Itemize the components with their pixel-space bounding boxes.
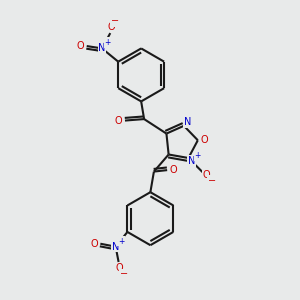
Text: −: − — [120, 269, 128, 279]
Text: −: − — [208, 176, 216, 186]
Text: +: + — [104, 38, 110, 47]
Text: O: O — [90, 239, 98, 249]
Text: N: N — [112, 242, 119, 252]
Text: O: O — [107, 22, 115, 32]
Text: O: O — [116, 263, 123, 274]
Text: +: + — [195, 151, 201, 160]
Text: O: O — [115, 116, 122, 126]
Text: −: − — [111, 16, 119, 26]
Text: O: O — [203, 170, 211, 180]
Text: N: N — [184, 117, 191, 127]
Text: N: N — [98, 44, 106, 53]
Text: O: O — [200, 135, 208, 145]
Text: +: + — [118, 237, 124, 246]
Text: O: O — [170, 164, 177, 175]
Text: O: O — [76, 41, 84, 51]
Text: N: N — [188, 156, 196, 166]
